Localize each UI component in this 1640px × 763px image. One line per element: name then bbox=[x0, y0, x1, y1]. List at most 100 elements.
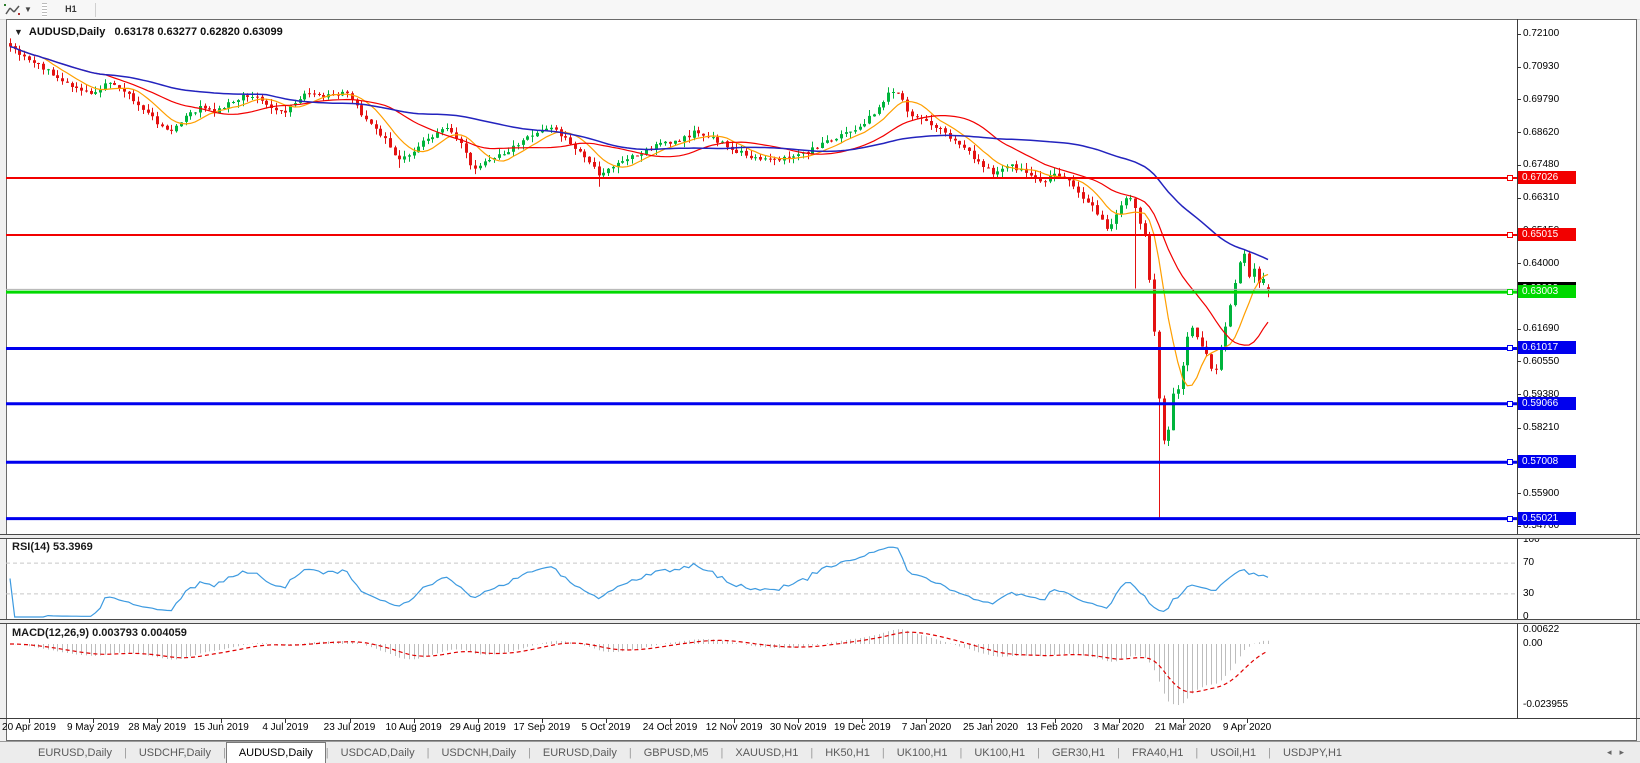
date-tick-label: 9 May 2019 bbox=[66, 722, 120, 733]
chart-tab-usdcad-daily[interactable]: USDCAD,Daily bbox=[340, 747, 415, 759]
chart-tab-eurusd-daily[interactable]: EURUSD,Daily bbox=[38, 747, 112, 759]
tab-separator: | bbox=[528, 747, 531, 759]
price-tick-mark bbox=[1517, 164, 1521, 166]
date-tick-label: 23 Jul 2019 bbox=[323, 722, 376, 733]
chart-tab-usdcnh-daily[interactable]: USDCNH,Daily bbox=[441, 747, 517, 759]
date-tick-label: 12 Nov 2019 bbox=[705, 722, 763, 733]
tab-separator: | bbox=[810, 747, 814, 759]
toolbar-grip[interactable] bbox=[41, 2, 47, 17]
level-drag-handle[interactable] bbox=[1507, 289, 1513, 296]
date-tick-mark bbox=[1054, 719, 1056, 723]
chart-tab-fra40-h1[interactable]: FRA40,H1 bbox=[1132, 747, 1184, 759]
tab-separator: | bbox=[881, 747, 885, 759]
ohlc-readout: 0.63178 0.63277 0.62820 0.63099 bbox=[114, 26, 283, 38]
chart-tab-bar: EURUSD,Daily | USDCHF,Daily | AUDUSD,Daily | U… bbox=[0, 741, 1640, 763]
date-tick-label: 7 Jan 2020 bbox=[901, 722, 952, 733]
level-drag-handle[interactable] bbox=[1507, 232, 1513, 239]
periods-dropdown-caret-icon[interactable]: ▼ bbox=[24, 5, 32, 14]
macd-tick-label: 0.00 bbox=[1523, 638, 1543, 649]
price-tick-label: 0.59380 bbox=[1523, 388, 1560, 400]
date-tick-label: 10 Aug 2019 bbox=[385, 722, 442, 733]
date-tick-label: 19 Dec 2019 bbox=[834, 722, 891, 733]
chart-tab-eurusd-daily[interactable]: EURUSD,Daily bbox=[542, 747, 617, 759]
tab-separator: | bbox=[325, 747, 329, 759]
date-tick-mark bbox=[926, 719, 928, 723]
rsi-tick-label: 70 bbox=[1523, 557, 1535, 568]
window-separator-rsi[interactable] bbox=[0, 534, 1640, 539]
level-price-label: 0.59066 bbox=[1518, 396, 1576, 410]
price-tick-mark bbox=[1517, 263, 1521, 265]
price-tick-mark bbox=[1517, 328, 1521, 330]
price-tick-mark bbox=[1517, 493, 1521, 495]
date-tick-mark bbox=[157, 719, 159, 723]
level-price-label: 0.57008 bbox=[1518, 455, 1576, 469]
level-price-label: 0.55021 bbox=[1518, 511, 1576, 525]
level-drag-handle[interactable] bbox=[1507, 174, 1513, 181]
price-tick-label: 0.66310 bbox=[1523, 192, 1560, 204]
tab-separator: | bbox=[123, 747, 127, 759]
tab-scroll-left-icon[interactable]: ◂ bbox=[1606, 747, 1620, 757]
date-tick-mark bbox=[477, 719, 479, 723]
date-tick-mark bbox=[1182, 719, 1184, 723]
date-tick-label: 24 Oct 2019 bbox=[642, 722, 698, 733]
tab-separator: | bbox=[628, 747, 632, 759]
date-tick-mark bbox=[349, 719, 351, 723]
chart-tab-usdjpy-h1[interactable]: USDJPY,H1 bbox=[1282, 747, 1343, 759]
level-price-label: 0.65015 bbox=[1518, 228, 1576, 242]
chart-tab-uk100-h1[interactable]: UK100,H1 bbox=[896, 747, 948, 759]
rsi-tick-label: 100 bbox=[1523, 534, 1540, 545]
date-tick-label: 17 Sep 2019 bbox=[513, 722, 571, 733]
date-tick-mark bbox=[670, 719, 672, 723]
level-drag-handle[interactable] bbox=[1507, 459, 1513, 466]
price-tick-mark bbox=[1517, 33, 1521, 35]
down-candle-bodies bbox=[9, 43, 1270, 441]
date-tick-label: 5 Oct 2019 bbox=[581, 722, 631, 733]
date-tick-mark bbox=[1118, 719, 1120, 723]
price-scale-border bbox=[1517, 19, 1518, 719]
chart-tab-usoil-h1[interactable]: USOil,H1 bbox=[1210, 747, 1257, 759]
window-separator-macd[interactable] bbox=[0, 619, 1640, 624]
chart-tab-uk100-h1[interactable]: UK100,H1 bbox=[974, 747, 1026, 759]
chart-tab-hk50-h1[interactable]: HK50,H1 bbox=[825, 747, 870, 759]
date-tick-mark bbox=[29, 719, 30, 723]
date-tick-label: 28 May 2019 bbox=[128, 722, 187, 733]
price-tick-label: 0.60550 bbox=[1523, 355, 1560, 367]
up-candle-wicks bbox=[48, 68, 1264, 446]
chart-tab-audusd-daily[interactable]: AUDUSD,Daily bbox=[225, 742, 326, 763]
symbol-dropdown-icon[interactable]: ▼ bbox=[14, 27, 23, 37]
date-tick-label: 20 Apr 2019 bbox=[2, 722, 56, 733]
price-tick-mark bbox=[1517, 132, 1521, 134]
level-drag-handle[interactable] bbox=[1507, 345, 1513, 352]
price-tick-mark bbox=[1517, 394, 1521, 396]
moving-average-21 bbox=[9, 45, 1269, 346]
toolbar-separator bbox=[94, 2, 96, 17]
tab-separator: | bbox=[720, 747, 724, 759]
date-tick-mark bbox=[990, 719, 992, 723]
price-tick-label: 0.55900 bbox=[1523, 487, 1560, 499]
chart-tab-usdchf-daily[interactable]: USDCHF,Daily bbox=[138, 747, 211, 759]
chart-tab-xauusd-h1[interactable]: XAUUSD,H1 bbox=[735, 747, 799, 759]
date-tick-label: 30 Nov 2019 bbox=[769, 722, 827, 733]
price-tick-label: 0.54760 bbox=[1523, 520, 1560, 531]
macd-indicator-label: MACD(12,26,9) 0.003793 0.004059 bbox=[12, 627, 187, 639]
price-tick-mark bbox=[1517, 99, 1521, 101]
chart-title: ▼ AUDUSD,Daily 0.63178 0.63277 0.62820 0.… bbox=[14, 26, 283, 38]
chart-periods-icon[interactable] bbox=[3, 3, 23, 17]
date-tick-mark bbox=[413, 719, 415, 723]
moving-average-8 bbox=[9, 45, 1269, 387]
level-drag-handle[interactable] bbox=[1507, 400, 1513, 407]
chart-tab-gbpusd-m5[interactable]: GBPUSD,M5 bbox=[643, 747, 709, 759]
date-tick-label: 9 Apr 2020 bbox=[1222, 722, 1272, 733]
date-tick-label: 4 Jul 2019 bbox=[262, 722, 309, 733]
price-tick-mark bbox=[1517, 197, 1521, 199]
timeframe-button-h1[interactable]: H1 bbox=[65, 4, 77, 14]
date-tick-label: 13 Feb 2020 bbox=[1026, 722, 1083, 733]
chart-tab-ger30-h1[interactable]: GER30,H1 bbox=[1051, 747, 1106, 759]
price-tick-mark bbox=[1517, 427, 1521, 429]
tab-scroll-right-icon[interactable]: ▸ bbox=[1619, 747, 1632, 757]
tab-separator: | bbox=[1195, 747, 1199, 759]
level-drag-handle[interactable] bbox=[1507, 515, 1513, 522]
level-price-label: 0.63003 bbox=[1518, 285, 1576, 299]
